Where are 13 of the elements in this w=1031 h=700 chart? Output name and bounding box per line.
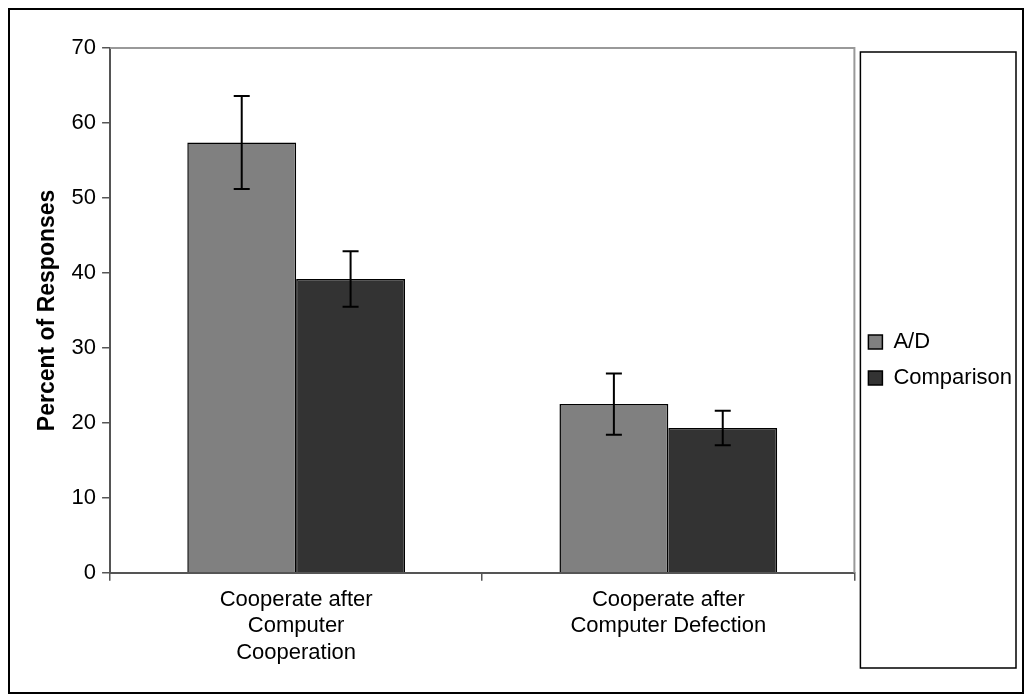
- y-tick-label: 70: [71, 34, 97, 60]
- y-tick-label: 40: [71, 258, 97, 284]
- y-tick-label: 60: [71, 109, 97, 135]
- y-axis-title: Percent of Responses: [33, 189, 60, 432]
- y-tick-label: 20: [71, 408, 97, 434]
- y-tick-label: 50: [71, 184, 97, 210]
- legend-label: A/D: [893, 328, 931, 354]
- x-tick-label: Cooperate after Computer Cooperation: [219, 586, 373, 664]
- y-tick-label: 0: [83, 558, 97, 584]
- y-tick-label: 30: [71, 333, 97, 359]
- y-tick-label: 10: [71, 483, 97, 509]
- x-tick-label: Cooperate after Computer Defection: [570, 586, 767, 638]
- legend-label: Comparison: [893, 364, 1012, 390]
